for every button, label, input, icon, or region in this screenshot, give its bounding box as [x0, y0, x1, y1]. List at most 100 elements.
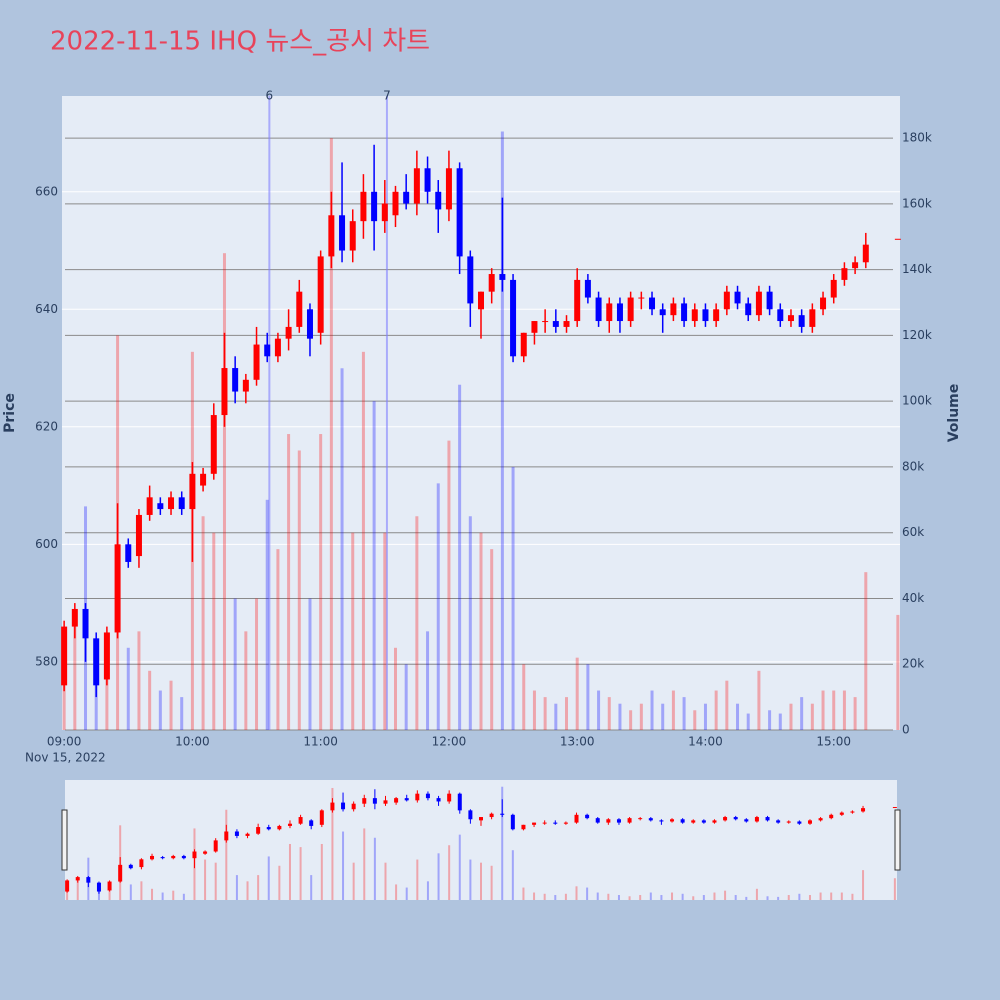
slider-handle-left[interactable]: [61, 809, 68, 871]
volume-bar: [468, 516, 472, 730]
volume-bar: [714, 690, 718, 730]
volume-bar: [533, 892, 536, 900]
volume-bar: [447, 440, 451, 730]
candle-body: [894, 238, 901, 240]
slider-handle-right[interactable]: [894, 809, 901, 871]
candle-body: [820, 297, 827, 310]
volume-bar: [734, 895, 737, 900]
candle-body: [584, 279, 591, 298]
candle-body: [691, 309, 698, 322]
y2-tick-label: 120k: [902, 328, 932, 342]
candle-body: [861, 808, 866, 812]
volume-bar: [778, 713, 782, 730]
x-tick-label: 15:00: [816, 735, 851, 749]
candle-body: [319, 810, 324, 825]
candle-body: [146, 497, 153, 515]
plot-layer: 580 600 620 640 660 0 20k 40k 60k 80k 100k 120k 140k…: [35, 89, 932, 900]
candle-body: [670, 819, 675, 822]
candle-body: [181, 855, 186, 859]
volume-bar: [819, 892, 822, 900]
y2-tick-label: 180k: [902, 131, 932, 145]
candle-body: [638, 818, 643, 820]
volume-bar: [703, 703, 707, 730]
candle-body: [221, 368, 228, 416]
candle-body: [298, 817, 303, 824]
candle-body: [394, 798, 399, 803]
candle-body: [616, 819, 621, 823]
volume-bar: [233, 598, 237, 730]
volume-bar: [105, 664, 109, 730]
candle-body: [296, 291, 303, 327]
volume-bar: [201, 516, 205, 730]
volume-bar: [554, 703, 558, 730]
candle-body: [702, 309, 709, 322]
volume-bar: [182, 893, 185, 900]
candle-body: [114, 544, 121, 633]
candle-body: [392, 191, 399, 216]
volume-bar: [361, 351, 365, 730]
volume-bar: [511, 850, 514, 900]
volume-bar: [287, 434, 291, 730]
volume-bar: [404, 664, 408, 730]
volume-bar: [755, 888, 758, 900]
candle-body: [798, 315, 805, 327]
y2-tick-label: 40k: [902, 591, 924, 605]
volume-bar: [297, 450, 301, 730]
candle-body: [232, 368, 239, 392]
volume-bar: [255, 598, 259, 730]
candle-body: [777, 309, 784, 322]
volume-bar: [372, 401, 376, 730]
candle-body: [234, 831, 239, 836]
candle-body: [61, 626, 68, 686]
volume-bar: [151, 888, 154, 900]
volume-bar: [853, 697, 857, 730]
candle-body: [107, 881, 112, 891]
volume-bar: [352, 862, 355, 900]
candle-body: [118, 864, 123, 882]
volume-bar: [564, 893, 567, 900]
candle-body: [192, 851, 197, 859]
volume-bar: [746, 713, 750, 730]
volume-bar: [373, 837, 376, 900]
candle-body: [436, 798, 441, 802]
candle-body: [245, 833, 250, 836]
volume-bar: [235, 875, 238, 900]
candle-body: [479, 817, 483, 821]
volume-bar: [129, 884, 132, 900]
volume-bar: [628, 896, 631, 900]
candle-body: [150, 855, 155, 860]
candle-body: [659, 309, 666, 316]
volume-bar: [479, 532, 483, 730]
volume-bar: [554, 895, 557, 900]
volume-bar: [148, 670, 152, 730]
volume-bar: [76, 878, 79, 900]
volume-bar: [522, 887, 525, 900]
candle-body: [178, 497, 185, 510]
range-slider[interactable]: [65, 780, 897, 900]
candle-body: [585, 814, 590, 819]
volume-bar: [768, 710, 772, 730]
candle-body: [542, 321, 549, 323]
event-label: 6: [266, 89, 274, 103]
candle-body: [404, 798, 409, 801]
candle-body: [341, 802, 346, 810]
candle-body: [264, 344, 271, 357]
volume-bar: [575, 886, 578, 900]
y-tick-label: 620: [35, 419, 58, 433]
candle-body: [309, 820, 314, 826]
candle-body: [734, 291, 741, 304]
volume-bar: [383, 532, 387, 730]
candle-body: [467, 256, 474, 304]
candle-body: [65, 880, 70, 892]
x-tick-label: 13:00: [560, 735, 595, 749]
candle-body: [723, 291, 730, 310]
plot-area: [62, 96, 900, 730]
y2-tick-label: 80k: [902, 459, 924, 473]
volume-bar: [896, 614, 900, 730]
volume-bar: [757, 670, 761, 730]
candle-body: [744, 819, 749, 822]
candle-body: [606, 303, 613, 322]
volume-bar: [257, 875, 260, 900]
volume-bar: [212, 532, 216, 730]
candle-body: [723, 817, 728, 821]
